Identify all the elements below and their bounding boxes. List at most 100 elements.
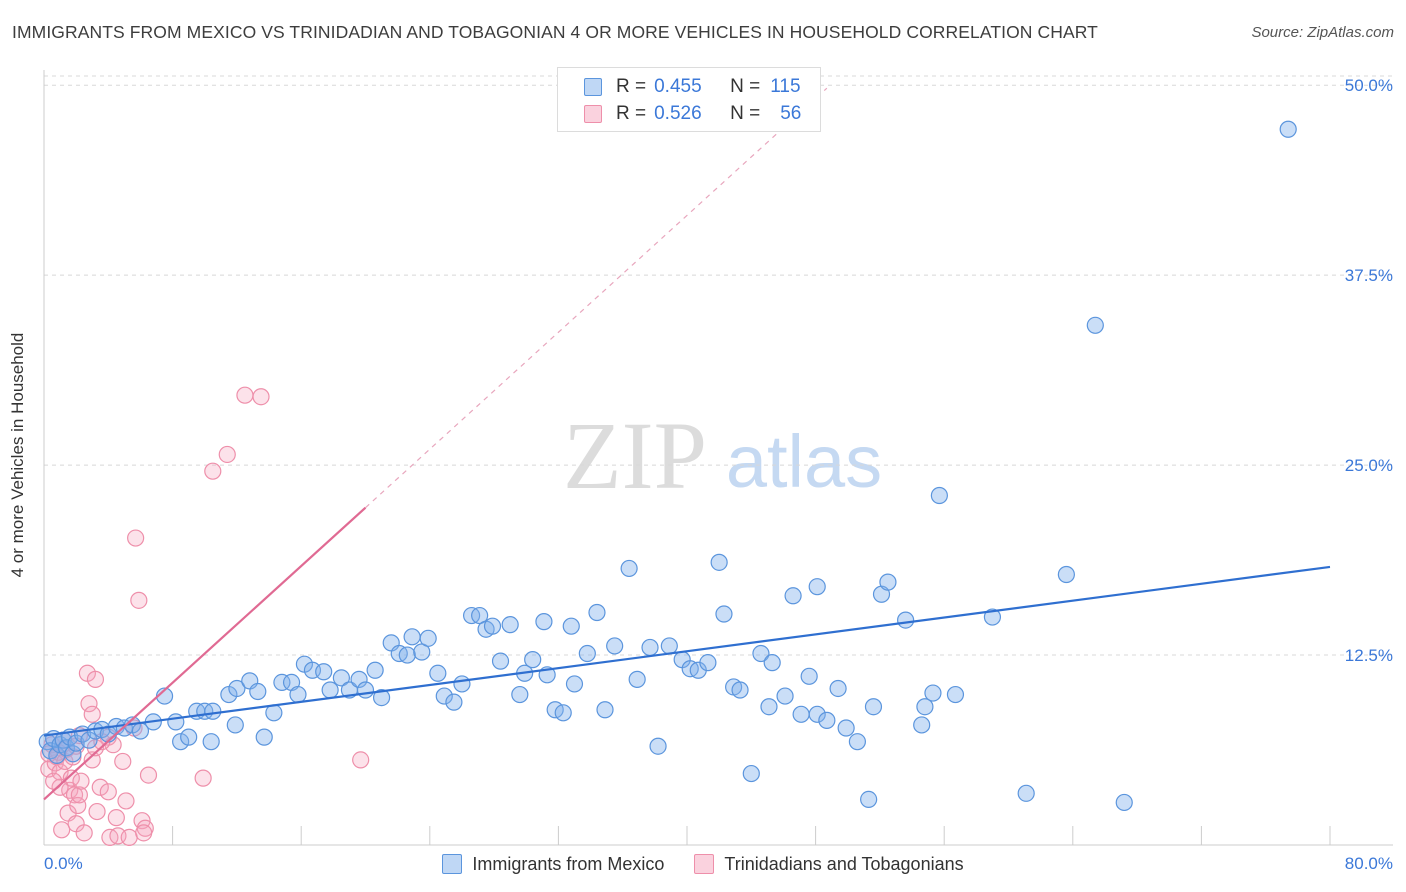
data-point-mexico: [255, 728, 273, 746]
data-point-mexico: [649, 737, 667, 755]
data-point-trinidadians: [194, 769, 212, 787]
data-point-mexico: [628, 670, 646, 688]
data-point-mexico: [913, 716, 931, 734]
data-point-mexico: [524, 651, 542, 669]
data-point-mexico: [776, 687, 794, 705]
data-point-trinidadians: [114, 752, 132, 771]
data-point-mexico: [491, 652, 510, 670]
data-point-mexico: [435, 687, 453, 705]
data-point-mexico: [848, 733, 866, 751]
axes: [43, 70, 1393, 846]
data-point-trinidadians: [53, 821, 71, 839]
data-point-mexico: [946, 685, 965, 704]
data-point-mexico: [273, 673, 291, 692]
data-point-mexico: [1086, 316, 1104, 334]
data-point-mexico: [837, 719, 855, 737]
data-point-mexico: [742, 764, 760, 783]
data-point-mexico: [180, 728, 198, 746]
data-point-mexico: [897, 611, 915, 629]
legend-swatch-trinidadians: [694, 854, 715, 874]
data-point-mexico: [1057, 565, 1075, 584]
data-point-mexico: [829, 679, 847, 698]
data-point-mexico: [429, 664, 447, 682]
data-point-mexico: [596, 701, 614, 719]
data-point-mexico: [710, 553, 728, 571]
data-point-mexico: [483, 617, 502, 635]
data-point-mexico: [879, 573, 897, 591]
legend-row-mexico: R = 0.455 N = 115: [584, 76, 801, 98]
data-point-mexico: [167, 713, 185, 731]
data-point-mexico: [64, 745, 82, 763]
data-point-trinidadians: [70, 786, 88, 804]
data-point-mexico: [204, 702, 222, 720]
data-point-mexico: [699, 654, 717, 672]
data-point-mexico: [366, 661, 384, 679]
data-point-mexico: [660, 637, 678, 655]
data-point-mexico: [228, 679, 246, 698]
data-point-mexico: [792, 705, 810, 723]
data-point-trinidadians: [135, 824, 153, 842]
data-point-trinidadians: [72, 772, 90, 790]
source-credit: Source: ZipAtlas.com: [1251, 24, 1394, 41]
data-point-mexico: [763, 654, 781, 672]
legend-row-trinidadians: R = 0.526 N = 56: [584, 103, 801, 125]
data-point-trinidadians: [80, 695, 98, 713]
legend-r-label: R =: [616, 76, 647, 97]
legend-swatch-trinidadians: [584, 105, 602, 123]
y-tick-label: 37.5%: [1345, 266, 1393, 285]
data-point-trinidadians: [69, 796, 87, 815]
data-point-mexico: [535, 613, 553, 631]
data-point-mexico: [86, 722, 105, 740]
data-point-mexico: [860, 790, 878, 809]
legend-swatch-mexico: [442, 854, 463, 874]
legend-r-value: 0.455: [654, 76, 702, 97]
data-point-mexico: [578, 644, 596, 663]
watermark-atlas: atlas: [726, 420, 882, 503]
data-point-mexico: [760, 698, 778, 716]
data-point-mexico: [916, 698, 934, 716]
data-point-trinidadians: [99, 783, 117, 801]
data-point-trinidadians: [117, 792, 135, 810]
data-point-mexico: [80, 731, 98, 749]
trend-line-trinidadians-extension: [365, 87, 828, 509]
data-point-mexico: [356, 681, 375, 699]
y-tick-label: 12.5%: [1345, 646, 1393, 665]
data-point-mexico: [57, 739, 76, 757]
data-point-trinidadians: [88, 802, 106, 821]
data-point-mexico: [715, 605, 733, 623]
x-tick-label: 0.0%: [44, 854, 83, 873]
data-point-trinidadians: [252, 388, 270, 406]
data-point-trinidadians: [107, 809, 125, 827]
legend-label-trinidadians: Trinidadians and Tobagonians: [724, 853, 964, 874]
trend-line-mexico: [43, 565, 1331, 737]
y-tick-label: 50.0%: [1345, 76, 1393, 95]
legend-swatch-mexico: [584, 78, 602, 96]
legend-n-label: N =: [730, 103, 761, 124]
data-point-trinidadians: [62, 769, 80, 787]
data-point-mexico: [321, 681, 339, 699]
data-point-mexico: [1115, 793, 1133, 812]
data-point-mexico: [350, 670, 368, 688]
data-point-mexico: [398, 646, 416, 664]
data-point-trinidadians: [204, 462, 222, 480]
data-point-trinidadians: [218, 445, 236, 464]
trend-line-trinidadians: [43, 506, 367, 801]
data-point-trinidadians: [120, 828, 138, 847]
tick-labels: 12.5% 25.0% 37.5% 50.0% 0.0% 80.0%: [44, 76, 1393, 873]
data-point-mexico: [202, 733, 220, 751]
data-point-mexico: [554, 704, 572, 722]
data-point-trinidadians: [83, 705, 101, 723]
legend-item-trinidadians[interactable]: Trinidadians and Tobagonians: [694, 853, 964, 875]
data-point-mexico: [1279, 120, 1297, 138]
data-point-trinidadians: [91, 778, 109, 796]
data-point-mexico: [403, 628, 421, 646]
legend-r-value: 0.526: [654, 103, 702, 124]
data-point-mexico: [983, 608, 1002, 626]
data-point-mexico: [641, 638, 659, 657]
data-point-mexico: [808, 578, 826, 596]
data-point-mexico: [784, 587, 802, 605]
legend-item-mexico[interactable]: Immigrants from Mexico: [442, 854, 664, 875]
data-point-trinidadians: [352, 751, 370, 769]
data-point-mexico: [511, 685, 529, 704]
